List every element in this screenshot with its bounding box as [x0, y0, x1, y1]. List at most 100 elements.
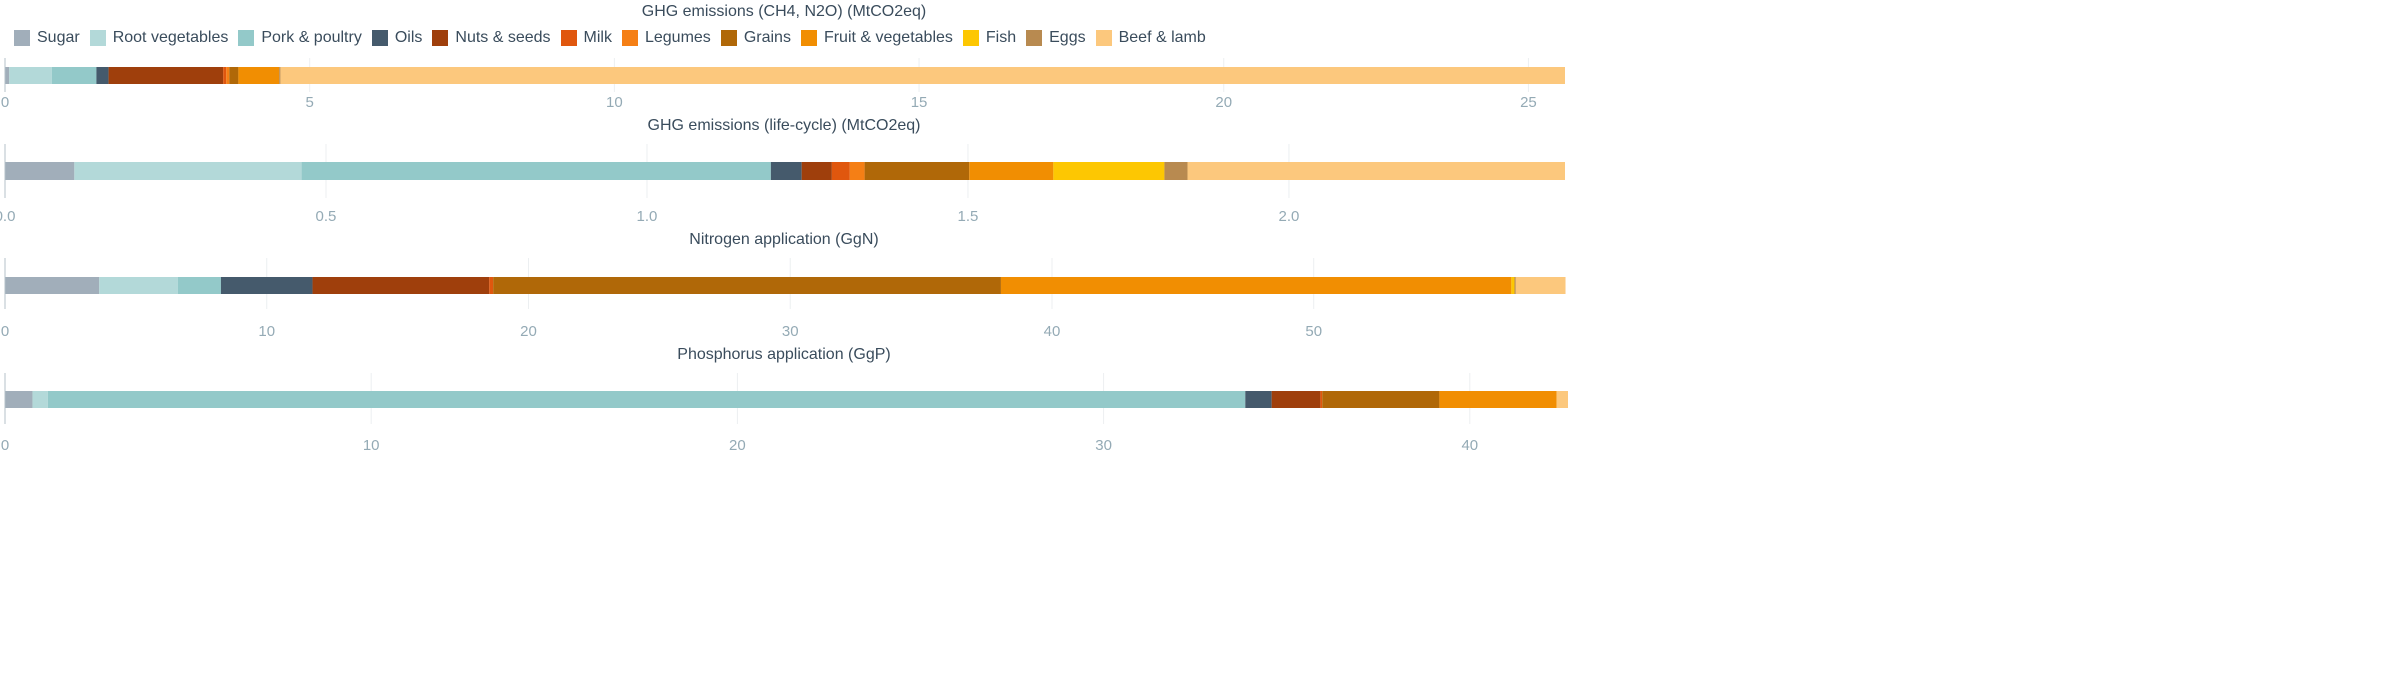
legend-item-eggs[interactable]: Eggs [1026, 29, 1086, 47]
legend-label: Fruit & vegetables [823, 29, 953, 46]
legend-label: Legumes [644, 29, 711, 46]
legend-swatch [238, 30, 255, 46]
legend-item-legumes[interactable]: Legumes [621, 29, 711, 47]
legend-swatch [432, 30, 449, 46]
chart-stage: Sugar Root vegetables Pork & poultry Oils Nu… [0, 0, 1568, 458]
tick-label: 30 [1095, 437, 1112, 454]
panel-title: GHG emissions (CH4, N2O) (MtCO2eq) [642, 3, 927, 20]
tick-label: 2.0 [1279, 208, 1300, 225]
tick-label: 30 [782, 323, 799, 340]
tick-label: 40 [1044, 323, 1061, 340]
stacked-bar-chart: GHG emissions (CH4, N2O) (MtCO2eq) 0 5 10 15… [0, 3, 1568, 454]
tick-label: 5 [306, 94, 314, 111]
legend-swatch [560, 30, 577, 46]
tick-label: 20 [729, 437, 746, 454]
bar-segment-beef-and-lamb [1556, 391, 1568, 408]
bar-segment-nuts-and-seeds [312, 277, 490, 294]
tick-label: 10 [258, 323, 275, 340]
bar-segment-legumes [226, 67, 230, 84]
legend-item-beef-and-lamb[interactable]: Beef & lamb [1095, 29, 1206, 47]
tick-label: 1.0 [637, 208, 658, 225]
tick-label: 20 [1215, 94, 1232, 111]
bar-segment-sugar [5, 67, 10, 84]
bar-segment-beef-and-lamb [1187, 162, 1565, 180]
legend-item-nuts-and-seeds[interactable]: Nuts & seeds [432, 29, 551, 47]
bar-segment-root-vegetables [9, 67, 52, 84]
panel-1[interactable]: GHG emissions (CH4, N2O) (MtCO2eq) 0 5 10 15… [1, 3, 1565, 111]
bar-segment-legumes [849, 162, 865, 180]
legend-label: Oils [394, 29, 423, 46]
legend-item-pork-and-poultry[interactable]: Pork & poultry [238, 29, 362, 47]
panel-3[interactable]: Nitrogen application (GgN) 0 10 20 30 40 50 [1, 231, 1566, 340]
bar-segment-fruit-and-vegetables [969, 162, 1054, 180]
bar-segment-beef-and-lamb [280, 67, 1565, 84]
bar-segment-fruit-and-vegetables [238, 67, 280, 84]
panel-2[interactable]: GHG emissions (life-cycle) (MtCO2eq) 0.0 0… [0, 117, 1565, 225]
bar-segment-nuts-and-seeds [801, 162, 832, 180]
bar-segment-beef-and-lamb [1515, 277, 1566, 294]
bar-segment-milk [831, 162, 850, 180]
legend-label: Sugar [37, 29, 80, 46]
bar-segment-grains [1322, 391, 1440, 408]
legend-swatch [1026, 30, 1043, 46]
legend-item-oils[interactable]: Oils [371, 29, 423, 47]
tick-label: 50 [1305, 323, 1322, 340]
tick-label: 0.5 [316, 208, 337, 225]
chart-legend: Sugar Root vegetables Pork & poultry Oils Nu… [14, 27, 1216, 49]
tick-label: 10 [363, 437, 380, 454]
legend-label: Beef & lamb [1118, 29, 1206, 46]
bar-segment-grains [229, 67, 239, 84]
legend-label: Fish [985, 29, 1017, 46]
legend-swatch [14, 30, 30, 46]
legend-label: Pork & poultry [261, 29, 362, 46]
tick-label: 0 [1, 94, 9, 111]
legend-label: Nuts & seeds [455, 29, 551, 46]
legend-item-fruit-and-vegetables[interactable]: Fruit & vegetables [800, 29, 953, 47]
bar-segment-eggs [279, 67, 281, 84]
panel-title: GHG emissions (life-cycle) (MtCO2eq) [648, 117, 921, 134]
legend-swatch [720, 30, 737, 46]
tick-label: 20 [520, 323, 537, 340]
legend-label: Eggs [1049, 29, 1086, 46]
bar-segment-oils [96, 67, 109, 84]
legend-item-grains[interactable]: Grains [720, 29, 791, 47]
legend-item-sugar[interactable]: Sugar [14, 29, 80, 47]
bar-segment-eggs [1514, 277, 1516, 294]
tick-label: 1.5 [958, 208, 979, 225]
bar-segment-oils [1245, 391, 1272, 408]
legend-item-milk[interactable]: Milk [560, 29, 612, 47]
legend-item-fish[interactable]: Fish [962, 29, 1017, 47]
bar-segment-pork-and-poultry [177, 277, 221, 294]
panel-title: Phosphorus application (GgP) [677, 346, 890, 363]
legend-swatch [1095, 30, 1112, 46]
bar-segment-root-vegetables [74, 162, 302, 180]
bar-segment-milk [489, 277, 494, 294]
bar-segment-milk [1320, 391, 1323, 408]
bar-segment-fruit-and-vegetables [1439, 391, 1557, 408]
tick-label: 25 [1520, 94, 1537, 111]
legend-swatch [800, 30, 817, 46]
bar-segment-fish [1511, 277, 1515, 294]
bar-segment-fruit-and-vegetables [1000, 277, 1512, 294]
bar-segment-grains [864, 162, 970, 180]
legend-swatch [89, 30, 106, 46]
bar-segment-pork-and-poultry [51, 67, 97, 84]
tick-label: 40 [1461, 437, 1478, 454]
legend-swatch [371, 30, 388, 46]
panel-4[interactable]: Phosphorus application (GgP) 0 10 20 30 40 [1, 346, 1568, 454]
bar-segment-root-vegetables [99, 277, 178, 294]
bar-segment-pork-and-poultry [47, 391, 1246, 408]
tick-label: 0.0 [0, 208, 15, 225]
tick-label: 0 [1, 323, 9, 340]
bar-segment-milk [223, 67, 227, 84]
legend-label: Root vegetables [112, 29, 229, 46]
bar-segment-sugar [5, 391, 33, 408]
tick-label: 10 [606, 94, 623, 111]
tick-label: 15 [911, 94, 928, 111]
bar-segment-oils [220, 277, 313, 294]
bar-segment-nuts-and-seeds [108, 67, 224, 84]
bar-segment-nuts-and-seeds [1271, 391, 1321, 408]
legend-item-root-vegetables[interactable]: Root vegetables [89, 29, 229, 47]
bar-segment-pork-and-poultry [301, 162, 771, 180]
tick-label: 0 [1, 437, 9, 454]
